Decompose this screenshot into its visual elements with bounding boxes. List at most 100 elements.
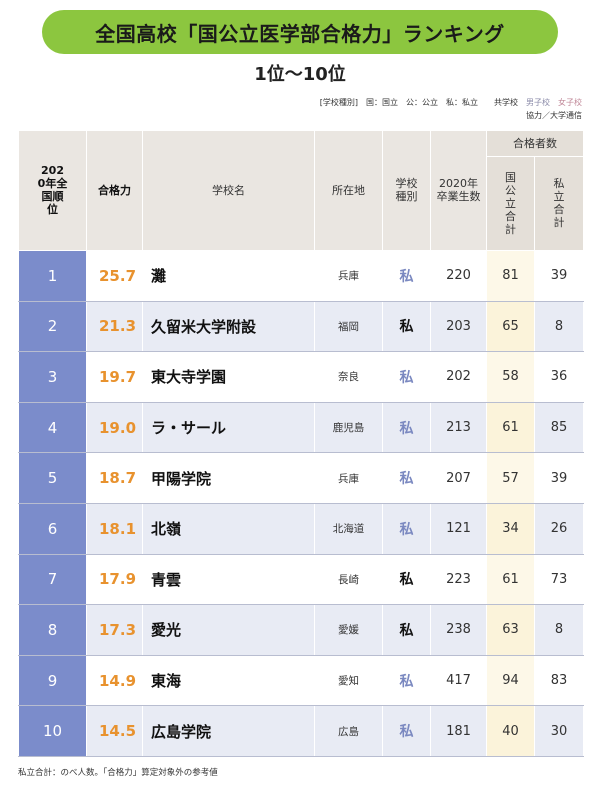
header-type: 学校種別 bbox=[382, 130, 431, 251]
graduates-cell: 121 bbox=[430, 502, 487, 555]
rank-cell: 4 bbox=[18, 401, 87, 454]
graduates-cell: 417 bbox=[430, 654, 487, 707]
graduates-cell: 223 bbox=[430, 553, 487, 606]
public-total-cell: 61 bbox=[486, 553, 535, 606]
public-total-cell: 65 bbox=[486, 300, 535, 353]
school-type-cell: 私 bbox=[382, 705, 431, 757]
header-school: 学校名 bbox=[142, 130, 315, 251]
table-row: 4 19.0 ラ・サール 鹿児島私 213 61 85 bbox=[18, 401, 584, 454]
private-total-cell: 30 bbox=[534, 705, 584, 757]
public-total-cell: 94 bbox=[486, 654, 535, 707]
location-cell: 兵庫 bbox=[314, 250, 383, 302]
rank-cell: 2 bbox=[18, 300, 87, 353]
rank-cell: 10 bbox=[18, 705, 87, 757]
location-cell: 愛媛 bbox=[314, 604, 383, 656]
school-name-cell: 久留米大学附設 bbox=[142, 300, 315, 353]
table-row: 10 14.5 広島学院 広島私 181 40 30 bbox=[18, 705, 584, 757]
public-total-cell: 61 bbox=[486, 401, 535, 454]
school-name-cell: ラ・サール bbox=[142, 401, 315, 454]
header-location: 所在地 bbox=[314, 130, 383, 251]
footnote: 私立合計：のべ人数。「合格力」算定対象外の参考値 bbox=[18, 768, 218, 778]
public-total-cell: 63 bbox=[486, 604, 535, 656]
score-cell: 17.3 bbox=[86, 604, 143, 656]
table-row: 2 21.3 久留米大学附設 福岡私 203 65 8 bbox=[18, 300, 584, 353]
legend-boys: 男子校 bbox=[526, 98, 550, 107]
public-total-cell: 57 bbox=[486, 452, 535, 504]
school-name-cell: 甲陽学院 bbox=[142, 452, 315, 504]
school-type-cell: 私 bbox=[382, 502, 431, 555]
location-cell: 愛知 bbox=[314, 654, 383, 707]
score-cell: 18.1 bbox=[86, 502, 143, 555]
header-rank: 2020年全国順位 bbox=[18, 130, 87, 251]
location-cell: 福岡 bbox=[314, 300, 383, 353]
private-total-cell: 83 bbox=[534, 654, 584, 707]
school-type-cell: 私 bbox=[382, 401, 431, 454]
location-cell: 奈良 bbox=[314, 351, 383, 403]
header-private-total: 私立合計 bbox=[534, 156, 584, 251]
score-cell: 19.7 bbox=[86, 351, 143, 403]
private-total-cell: 39 bbox=[534, 452, 584, 504]
school-type-cell: 私 bbox=[382, 604, 431, 656]
graduates-cell: 203 bbox=[430, 300, 487, 353]
score-cell: 19.0 bbox=[86, 401, 143, 454]
rank-cell: 3 bbox=[18, 351, 87, 403]
graduates-cell: 220 bbox=[430, 250, 487, 302]
school-name-cell: 東海 bbox=[142, 654, 315, 707]
rank-cell: 9 bbox=[18, 654, 87, 707]
score-cell: 25.7 bbox=[86, 250, 143, 302]
score-cell: 21.3 bbox=[86, 300, 143, 353]
location-cell: 鹿児島 bbox=[314, 401, 383, 454]
table-row: 5 18.7 甲陽学院 兵庫私 207 57 39 bbox=[18, 452, 584, 504]
school-type-cell: 私 bbox=[382, 300, 431, 353]
header-passers: 合格者数 bbox=[486, 130, 584, 157]
school-name-cell: 広島学院 bbox=[142, 705, 315, 757]
page-title: 全国高校「国公立医学部合格力」ランキング bbox=[42, 10, 558, 54]
private-total-cell: 85 bbox=[534, 401, 584, 454]
header-graduates: 2020年卒業生数 bbox=[430, 130, 487, 251]
graduates-cell: 238 bbox=[430, 604, 487, 656]
private-total-cell: 73 bbox=[534, 553, 584, 606]
rank-cell: 8 bbox=[18, 604, 87, 656]
score-cell: 17.9 bbox=[86, 553, 143, 606]
school-name-cell: 愛光 bbox=[142, 604, 315, 656]
location-cell: 長崎 bbox=[314, 553, 383, 606]
school-type-cell: 私 bbox=[382, 250, 431, 302]
graduates-cell: 207 bbox=[430, 452, 487, 504]
location-cell: 広島 bbox=[314, 705, 383, 757]
header-score: 合格力 bbox=[86, 130, 143, 251]
school-name-cell: 灘 bbox=[142, 250, 315, 302]
legend-prefix: [学校種別] 国：国立 公：公立 私：私立 共学校 bbox=[319, 98, 518, 107]
ranking-table: 2020年全国順位 合格力 学校名 所在地 学校種別 2020年卒業生数 合格者… bbox=[18, 130, 584, 757]
table-row: 8 17.3 愛光 愛媛私 238 63 8 bbox=[18, 604, 584, 656]
school-type-legend: [学校種別] 国：国立 公：公立 私：私立 共学校 男子校 女子校 bbox=[320, 97, 582, 108]
school-type-cell: 私 bbox=[382, 351, 431, 403]
table-row: 3 19.7 東大寺学園 奈良私 202 58 36 bbox=[18, 351, 584, 403]
public-total-cell: 34 bbox=[486, 502, 535, 555]
header-public-total: 国公立合計 bbox=[486, 156, 535, 251]
location-cell: 北海道 bbox=[314, 502, 383, 555]
rank-cell: 7 bbox=[18, 553, 87, 606]
school-name-cell: 北嶺 bbox=[142, 502, 315, 555]
school-name-cell: 青雲 bbox=[142, 553, 315, 606]
graduates-cell: 213 bbox=[430, 401, 487, 454]
rank-cell: 6 bbox=[18, 502, 87, 555]
score-cell: 18.7 bbox=[86, 452, 143, 504]
school-type-cell: 私 bbox=[382, 553, 431, 606]
table-row: 1 25.7 灘兵庫私 220 81 39 bbox=[18, 250, 584, 302]
school-type-cell: 私 bbox=[382, 654, 431, 707]
legend-girls: 女子校 bbox=[558, 98, 582, 107]
table-row: 7 17.9 青雲 長崎私 223 61 73 bbox=[18, 553, 584, 606]
public-total-cell: 40 bbox=[486, 705, 535, 757]
graduates-cell: 181 bbox=[430, 705, 487, 757]
rank-cell: 5 bbox=[18, 452, 87, 504]
public-total-cell: 58 bbox=[486, 351, 535, 403]
private-total-cell: 36 bbox=[534, 351, 584, 403]
school-type-cell: 私 bbox=[382, 452, 431, 504]
score-cell: 14.9 bbox=[86, 654, 143, 707]
school-name-cell: 東大寺学園 bbox=[142, 351, 315, 403]
rank-cell: 1 bbox=[18, 250, 87, 302]
private-total-cell: 39 bbox=[534, 250, 584, 302]
location-cell: 兵庫 bbox=[314, 452, 383, 504]
private-total-cell: 8 bbox=[534, 300, 584, 353]
table-row: 9 14.9 東海 愛知私 417 94 83 bbox=[18, 654, 584, 707]
